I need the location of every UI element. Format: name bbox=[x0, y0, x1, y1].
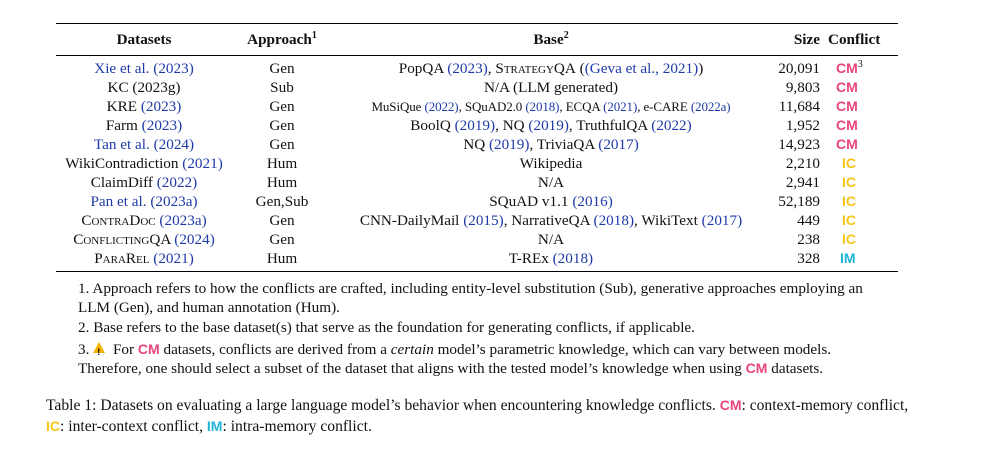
datasets-table: Datasets Approach1 Base2 Size Conflict X… bbox=[56, 23, 898, 272]
conflict-cell: CM bbox=[836, 98, 858, 114]
table-row: ClaimDiff (2022) Hum N/A 2,941 IC bbox=[56, 173, 898, 192]
header-base: Base2 bbox=[533, 29, 569, 48]
table-header-row: Datasets Approach1 Base2 Size Conflict bbox=[56, 23, 898, 56]
approach-cell: Gen bbox=[269, 211, 295, 229]
table-row: Farm (2023) Gen BoolQ (2019), NQ (2019),… bbox=[56, 116, 898, 135]
footnote-3: 3. For CM datasets, conflicts are derive… bbox=[78, 340, 898, 379]
table-row: ContraDoc (2023a) Gen CNN-DailyMail (201… bbox=[56, 211, 898, 230]
base-cell: Wikipedia bbox=[519, 154, 583, 172]
size-cell: 9,803 bbox=[785, 78, 820, 96]
approach-cell: Sub bbox=[270, 78, 294, 96]
approach-cell: Hum bbox=[266, 249, 298, 267]
size-cell: 52,189 bbox=[778, 192, 820, 210]
approach-cell: Gen bbox=[269, 230, 295, 248]
dataset-cell: Farm (2023) bbox=[105, 116, 183, 134]
size-cell: 238 bbox=[797, 230, 820, 248]
conflict-cell: CM3 bbox=[836, 58, 863, 76]
size-cell: 449 bbox=[797, 211, 820, 229]
base-cell: N/A bbox=[537, 173, 565, 191]
conflict-cell: IC bbox=[842, 193, 856, 209]
base-cell: CNN-DailyMail (2015), NarrativeQA (2018)… bbox=[359, 211, 743, 229]
table-row: KC (2023g) Sub N/A (LLM generated) 9,803… bbox=[56, 78, 898, 97]
approach-cell: Gen,Sub bbox=[255, 192, 309, 210]
conflict-cell: IC bbox=[842, 231, 856, 247]
dataset-cell: WikiContradiction (2021) bbox=[65, 154, 223, 172]
header-size: Size bbox=[793, 31, 820, 48]
conflict-cell: CM bbox=[836, 117, 858, 133]
table-caption: Table 1: Datasets on evaluating a large … bbox=[46, 396, 909, 435]
conflict-cell: CM bbox=[836, 136, 858, 152]
approach-cell: Gen bbox=[269, 97, 295, 115]
dataset-cell: ContraDoc (2023a) bbox=[81, 211, 207, 229]
approach-cell: Hum bbox=[266, 173, 298, 191]
dataset-cell[interactable]: Pan et al. (2023a) bbox=[90, 192, 198, 210]
table-row: ParaRel (2021) Hum T-REx (2018) 328 IM bbox=[56, 249, 898, 272]
size-cell: 2,210 bbox=[785, 154, 820, 172]
size-cell: 2,941 bbox=[785, 173, 820, 191]
approach-cell: Gen bbox=[269, 135, 295, 153]
table-row: Pan et al. (2023a) Gen,Sub SQuAD v1.1 (2… bbox=[56, 192, 898, 211]
size-cell: 11,684 bbox=[778, 97, 820, 115]
base-cell: SQuAD v1.1 (2016) bbox=[489, 192, 613, 210]
dataset-cell: ParaRel (2021) bbox=[94, 249, 194, 267]
base-cell: PopQA (2023), StrategyQA ((Geva et al., … bbox=[398, 59, 704, 77]
base-cell: N/A bbox=[537, 230, 565, 248]
table-footnotes: 1. Approach refers to how the conflicts … bbox=[56, 280, 898, 379]
dataset-cell: KC (2023g) bbox=[107, 78, 181, 96]
conflict-cell: IM bbox=[840, 250, 856, 266]
header-conflict: Conflict bbox=[828, 31, 881, 48]
table-row: ConflictingQA (2024) Gen N/A 238 IC bbox=[56, 230, 898, 249]
size-cell: 328 bbox=[797, 249, 820, 267]
conflict-cell: IC bbox=[842, 174, 856, 190]
conflict-cell: IC bbox=[842, 212, 856, 228]
table-row: KRE (2023) Gen MuSiQue (2022), SQuAD2.0 … bbox=[56, 97, 898, 116]
conflict-cell: IC bbox=[842, 155, 856, 171]
size-cell: 14,923 bbox=[778, 135, 820, 153]
dataset-cell: KRE (2023) bbox=[106, 97, 182, 115]
header-approach: Approach1 bbox=[247, 29, 317, 48]
paper-table-figure: Datasets Approach1 Base2 Size Conflict X… bbox=[46, 23, 908, 437]
approach-cell: Gen bbox=[269, 116, 295, 134]
table-row: Tan et al. (2024) Gen NQ (2019), TriviaQ… bbox=[56, 135, 898, 154]
dataset-cell[interactable]: Xie et al. (2023) bbox=[94, 59, 194, 77]
approach-cell: Hum bbox=[266, 154, 298, 172]
base-cell: N/A (LLM generated) bbox=[483, 78, 619, 96]
base-cell: BoolQ (2019), NQ (2019), TruthfulQA (202… bbox=[410, 116, 692, 134]
footnote-1: 1. Approach refers to how the conflicts … bbox=[78, 280, 863, 316]
conflict-cell: CM bbox=[836, 79, 858, 95]
size-cell: 20,091 bbox=[778, 59, 820, 77]
header-datasets: Datasets bbox=[116, 31, 172, 48]
table-row: WikiContradiction (2021) Hum Wikipedia 2… bbox=[56, 154, 898, 173]
base-cell: T-REx (2018) bbox=[508, 249, 594, 267]
approach-cell: Gen bbox=[269, 59, 295, 77]
dataset-cell[interactable]: Tan et al. (2024) bbox=[93, 135, 195, 153]
footnote-2: 2. Base refers to the base dataset(s) th… bbox=[78, 319, 695, 336]
dataset-cell: ConflictingQA (2024) bbox=[73, 230, 215, 248]
warning-icon bbox=[93, 341, 106, 361]
base-cell: MuSiQue (2022), SQuAD2.0 (2018), ECQA (2… bbox=[371, 98, 731, 114]
size-cell: 1,952 bbox=[785, 116, 820, 134]
table-row: Xie et al. (2023) Gen PopQA (2023), Stra… bbox=[56, 56, 898, 79]
dataset-cell: ClaimDiff (2022) bbox=[90, 173, 198, 191]
base-cell: NQ (2019), TriviaQA (2017) bbox=[463, 135, 639, 153]
